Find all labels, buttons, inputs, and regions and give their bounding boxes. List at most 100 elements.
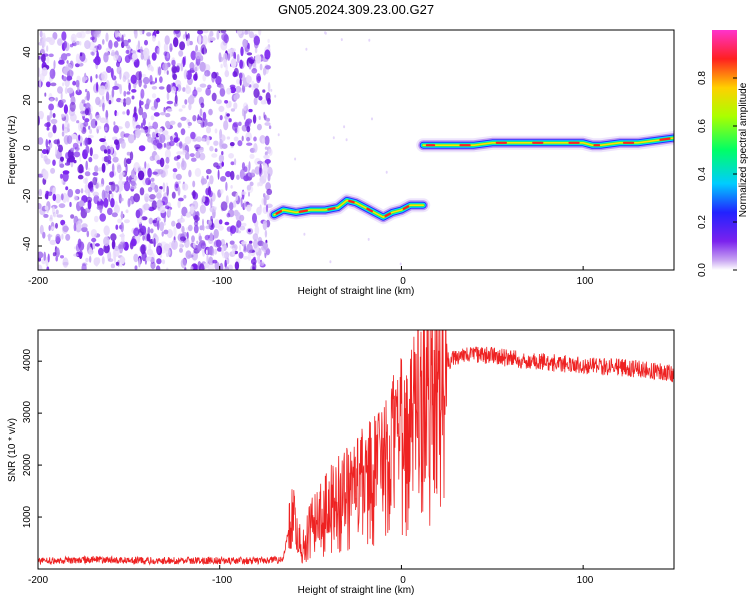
noise-speck — [107, 148, 111, 155]
noise-speck — [126, 158, 132, 165]
noise-speck — [61, 233, 64, 240]
noise-speck — [174, 102, 177, 107]
noise-speck — [239, 169, 245, 180]
noise-speck — [166, 100, 174, 105]
noise-speck — [191, 235, 195, 243]
noise-speck — [265, 204, 269, 213]
noise-speck — [261, 138, 266, 145]
heatmap-ytick-label: -20 — [22, 188, 33, 203]
noise-speck — [264, 49, 271, 60]
noise-speck — [99, 138, 106, 143]
noise-speck — [83, 121, 89, 127]
noise-speck — [180, 258, 187, 269]
noise-speck — [172, 73, 178, 81]
noise-speck — [234, 158, 237, 166]
noise-speck — [133, 30, 137, 35]
noise-speck — [165, 120, 171, 128]
noise-speck — [139, 101, 144, 106]
noise-speck — [140, 244, 146, 255]
noise-speck — [144, 39, 148, 46]
noise-speck — [135, 209, 141, 219]
noise-speck — [93, 194, 100, 205]
noise-speck — [256, 206, 262, 216]
noise-speck — [89, 255, 92, 263]
noise-speck — [249, 153, 255, 159]
noise-speck — [150, 177, 155, 182]
noise-speck — [38, 264, 43, 270]
noise-speck — [205, 249, 208, 255]
noise-speck — [194, 214, 199, 223]
noise-speck — [147, 186, 153, 193]
noise-speck — [207, 34, 212, 44]
noise-speck — [262, 242, 268, 250]
noise-speck — [148, 217, 153, 225]
noise-speck — [38, 67, 41, 77]
snr-xtick-label: 0 — [400, 575, 406, 586]
noise-speck — [175, 183, 179, 188]
noise-speck — [154, 184, 159, 193]
noise-speck — [241, 222, 247, 227]
noise-speck — [64, 162, 71, 166]
noise-speck — [78, 122, 83, 132]
noise-speck — [201, 138, 206, 142]
noise-speck — [151, 52, 157, 61]
noise-speck — [79, 101, 85, 112]
signal-peak-mark — [366, 207, 373, 213]
colorbar-tick-label: 0.2 — [697, 215, 708, 229]
noise-speck — [125, 49, 130, 54]
noise-speck — [209, 145, 214, 152]
noise-speck — [133, 227, 140, 237]
noise-speck — [197, 30, 204, 35]
noise-speck — [110, 263, 116, 269]
noise-speck — [264, 229, 268, 238]
noise-speck — [238, 251, 244, 259]
noise-speck — [142, 118, 146, 126]
noise-speck — [248, 108, 253, 113]
signal-peak-mark — [659, 137, 671, 141]
noise-speck — [89, 147, 93, 157]
snr-ytick-label: 4000 — [22, 348, 33, 371]
noise-speck — [123, 90, 127, 97]
noise-speck — [202, 111, 207, 121]
noise-speck — [180, 116, 187, 121]
noise-speck — [155, 77, 157, 84]
noise-speck — [255, 54, 262, 64]
noise-speck — [78, 250, 83, 258]
noise-speck — [220, 176, 227, 182]
noise-speck — [67, 188, 74, 198]
noise-speck — [90, 229, 98, 238]
noise-speck — [50, 118, 58, 124]
noise-speck — [207, 263, 215, 270]
noise-speck — [230, 225, 237, 234]
noise-speck — [169, 43, 173, 53]
noise-speck — [127, 198, 131, 208]
noise-speck — [179, 241, 183, 249]
noise-speck — [111, 88, 115, 98]
noise-speck — [161, 196, 168, 206]
noise-speck — [101, 189, 106, 200]
noise-speck — [152, 121, 159, 130]
noise-speck — [186, 74, 192, 79]
noise-speck — [249, 240, 253, 244]
heatmap-xtick-label: 0 — [400, 276, 406, 287]
noise-speck — [145, 177, 151, 186]
noise-speck — [75, 188, 81, 195]
noise-speck — [223, 58, 227, 68]
noise-speck — [228, 100, 232, 108]
noise-speck — [117, 54, 122, 63]
noise-speck — [253, 256, 256, 261]
noise-speck — [95, 74, 98, 79]
noise-speck — [159, 221, 164, 232]
noise-speck — [236, 53, 240, 64]
noise-speck — [46, 115, 50, 122]
snr-xtick-label: 100 — [577, 575, 594, 586]
noise-speck — [200, 102, 205, 109]
noise-speck — [243, 166, 248, 173]
colorbar-tick-label: 0.4 — [697, 167, 708, 181]
noise-speck — [251, 80, 255, 91]
noise-speck — [60, 156, 64, 162]
noise-speck — [260, 100, 267, 105]
noise-speck — [198, 235, 203, 242]
noise-speck — [175, 173, 182, 180]
noise-speck — [239, 78, 242, 86]
